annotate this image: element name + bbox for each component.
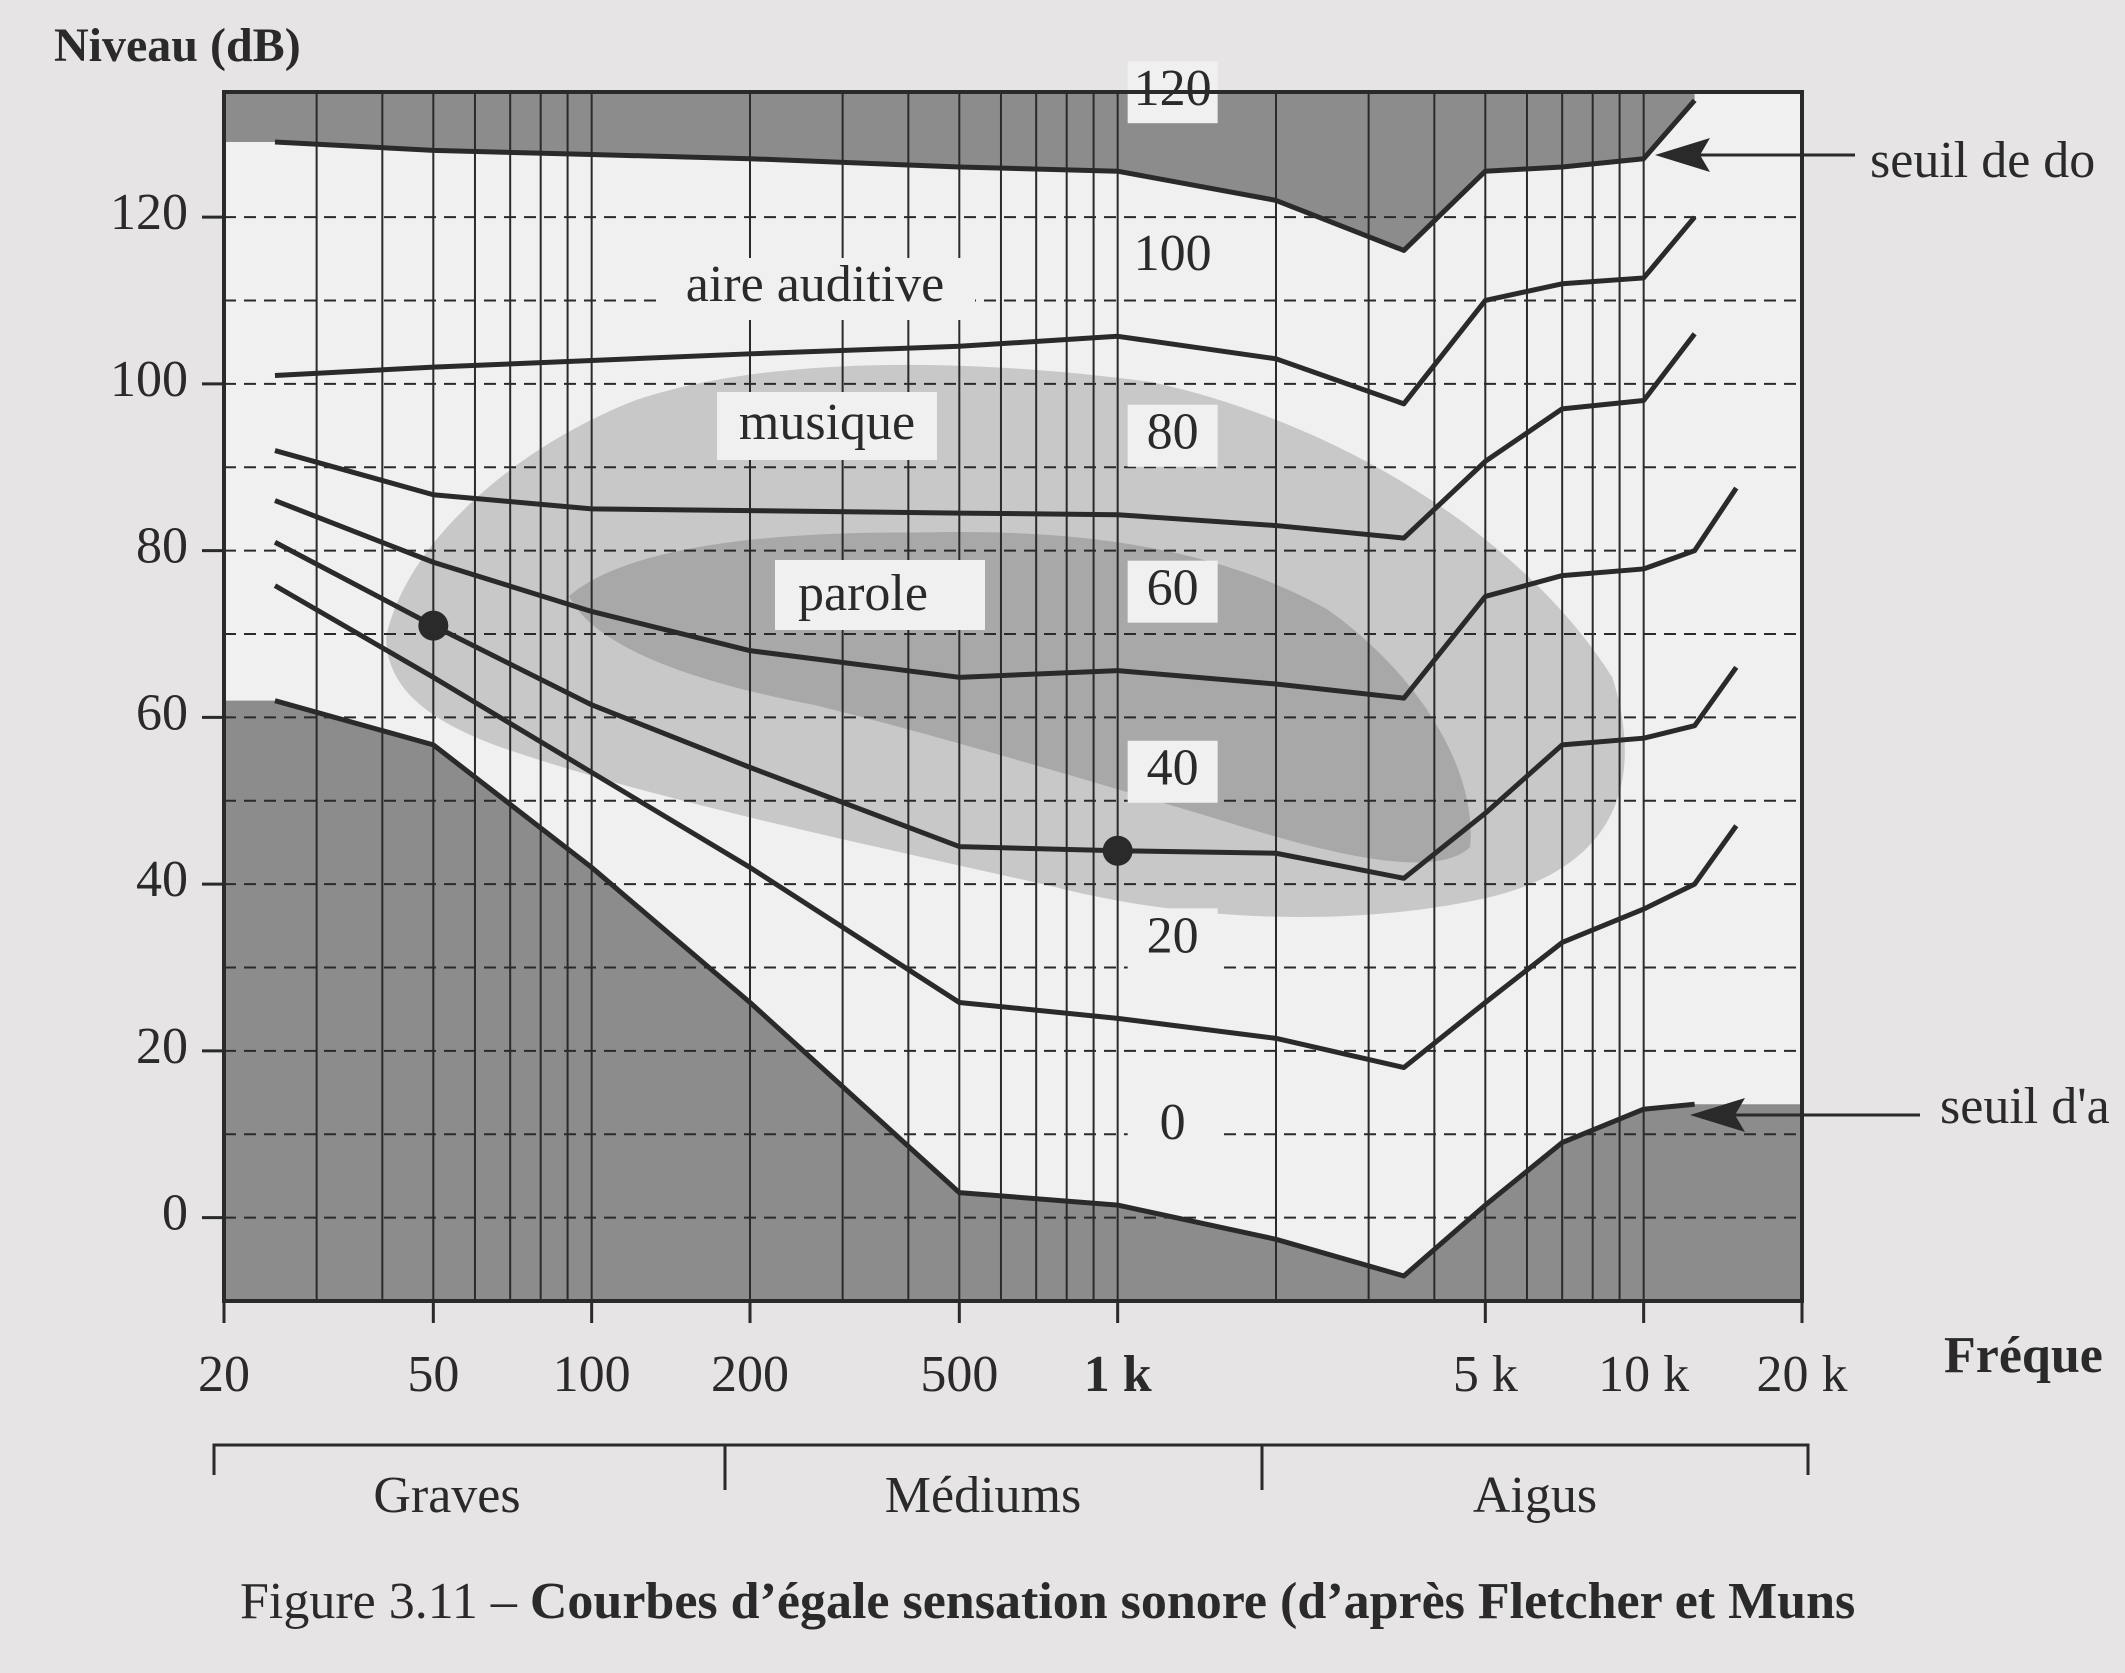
curve: [274, 698, 1695, 1279]
y-tick-label: 60: [136, 684, 188, 741]
label-box: [1127, 740, 1218, 803]
label-box: [1127, 226, 1218, 289]
label-box: [1127, 404, 1218, 467]
label-box: [1127, 560, 1218, 623]
x-tick-label: 100: [553, 1346, 631, 1403]
band-label: Graves: [373, 1467, 520, 1524]
y-tick-label: 100: [110, 351, 188, 408]
x-tick-label: 20: [198, 1346, 250, 1403]
curve: [274, 486, 1739, 701]
band-label: Aigus: [1473, 1467, 1597, 1524]
x-tick-label: 1 k: [1084, 1346, 1152, 1403]
arrow-head: [1690, 1098, 1745, 1132]
curve-label: 100: [1134, 225, 1212, 282]
x-tick-label: 500: [920, 1346, 998, 1403]
point: [418, 610, 449, 641]
curve-label: 40: [1147, 740, 1199, 797]
x-tick-label: 20 k: [1757, 1346, 1848, 1403]
curve: [273, 540, 1739, 881]
curve: [274, 215, 1697, 407]
x-tick-label: 5 k: [1453, 1346, 1518, 1403]
axis-frame: [222, 90, 1804, 1303]
y-tick-label: 120: [110, 184, 188, 241]
caption-prefix: Figure 3.11 –: [240, 1573, 518, 1630]
annotation: seuil d'a: [1940, 1078, 2110, 1135]
curve-label: 120: [1134, 60, 1212, 117]
label-box: [1127, 1095, 1218, 1158]
band-label: Médiums: [885, 1467, 1081, 1524]
curve-label: 20: [1147, 907, 1199, 964]
y-tick-label: 20: [136, 1018, 188, 1075]
y-tick-label: 40: [136, 851, 188, 908]
label-box: [659, 258, 975, 320]
x-tick-label: 200: [711, 1346, 789, 1403]
band-brackets: [212, 1443, 1810, 1490]
annotation: seuil de do: [1870, 132, 2095, 189]
curve: [274, 98, 1697, 253]
curve-label: 0: [1160, 1094, 1186, 1151]
label-box: [1127, 908, 1218, 971]
y-tick-label: 0: [162, 1185, 188, 1242]
region-label: aire auditive: [686, 256, 944, 313]
arrow-head: [1655, 138, 1710, 172]
inaudible-region: [224, 700, 1802, 1301]
curve: [274, 332, 1697, 541]
label-box: [775, 560, 985, 630]
curve-label: 80: [1147, 404, 1199, 461]
x-tick-label: 50: [407, 1346, 459, 1403]
y-axis-title: Niveau (dB): [54, 19, 301, 72]
label-box: [717, 392, 937, 460]
x-tick-label: 10 k: [1598, 1346, 1689, 1403]
caption: Figure 3.11 – Courbes d’égale sensation …: [240, 1573, 1855, 1630]
x-axis-title: Fréque: [1944, 1327, 2103, 1384]
curve-label: 60: [1147, 560, 1199, 617]
chart-title: Courbes d’égale sensation sonore (d’aprè…: [530, 1573, 1855, 1630]
curve: [273, 583, 1739, 1071]
y-tick-label: 80: [136, 518, 188, 575]
region-label: musique: [739, 394, 915, 451]
point: [1102, 835, 1133, 866]
region-label: parole: [798, 565, 928, 622]
